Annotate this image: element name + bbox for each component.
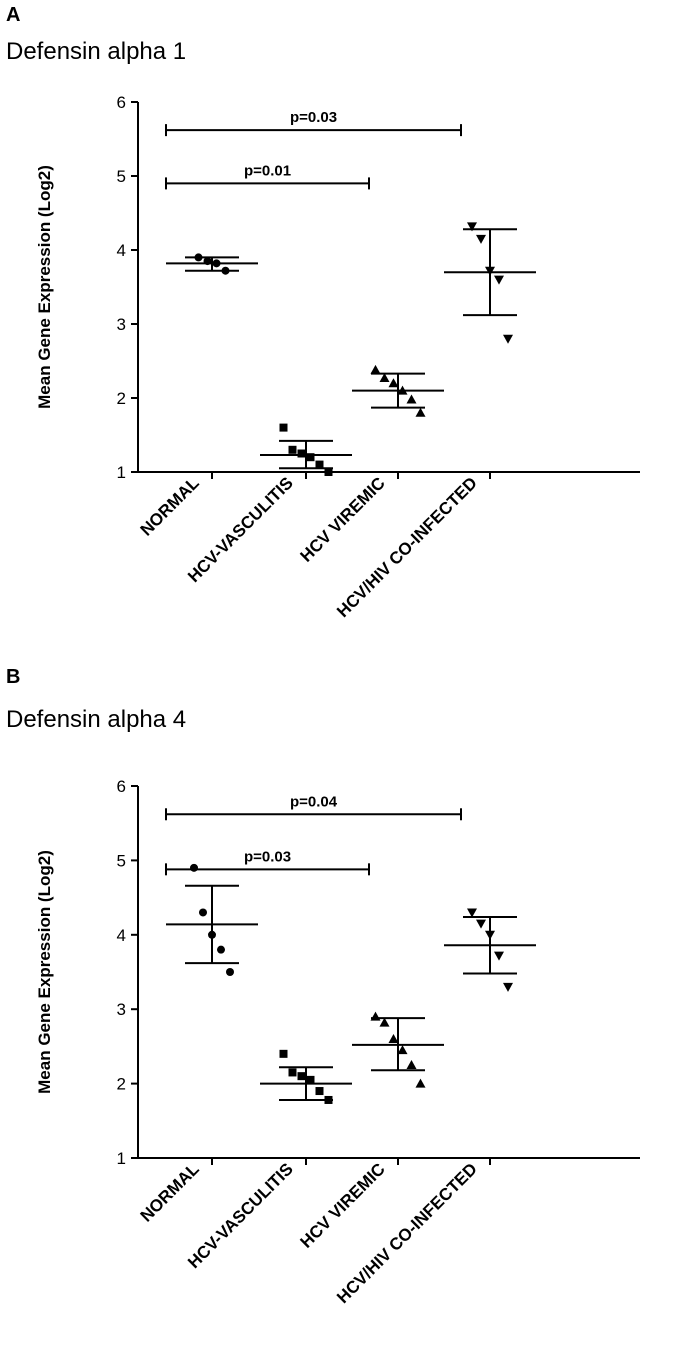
data-point [476,234,486,244]
y-tick-label: 3 [117,315,126,334]
y-axis-label: Mean Gene Expression (Log2) [35,850,54,1094]
data-point [388,378,399,388]
data-point [324,468,333,476]
data-point [199,908,207,917]
data-point [503,334,513,344]
significance-label: p=0.01 [244,162,291,179]
y-tick-label: 1 [117,463,126,482]
category-label: HCV-VASCULITIS [184,1159,297,1272]
panel-b-title: Defensin alpha 4 [6,706,187,733]
data-point [494,951,504,961]
data-point [279,1049,288,1058]
significance-label: p=0.03 [290,109,337,126]
panel-b-letter: B [6,666,21,688]
y-tick-label: 3 [117,1000,126,1019]
y-tick-label: 6 [117,93,126,112]
data-point [397,1045,408,1055]
y-tick-label: 6 [117,777,126,796]
category-label: HCV-VASCULITIS [184,473,297,586]
data-point [476,919,486,929]
y-axis-label: Mean Gene Expression (Log2) [35,165,54,409]
data-point [315,1087,324,1096]
data-point [406,394,417,404]
category-label: NORMAL [137,473,203,539]
data-point [279,423,288,432]
data-point [494,275,504,285]
category-label: NORMAL [137,1159,203,1225]
panel-a-letter: A [6,4,21,26]
data-point [370,364,381,374]
panel-a-title: Defensin alpha 1 [6,38,187,65]
data-point [217,945,225,954]
data-point [306,1075,315,1084]
data-point [315,460,324,469]
y-tick-label: 4 [117,926,126,945]
data-point [288,1068,297,1077]
y-tick-label: 2 [117,1075,126,1094]
data-point [297,449,306,458]
data-point [415,407,426,417]
category-label: HCV VIREMIC [297,1159,389,1251]
data-point [379,373,390,383]
category-label: HCV VIREMIC [297,473,389,565]
y-tick-label: 2 [117,389,126,408]
data-point [503,982,513,992]
y-tick-label: 4 [117,241,126,260]
data-point [415,1078,426,1088]
data-point [190,863,198,872]
significance-label: p=0.04 [290,793,338,810]
data-point [379,1017,390,1027]
data-point [467,222,477,232]
data-point [467,908,477,918]
data-point [306,453,315,462]
y-tick-label: 5 [117,851,126,870]
data-point [226,968,234,976]
data-point [388,1033,399,1043]
data-point [297,1072,306,1081]
data-point [370,1011,381,1021]
significance-label: p=0.03 [244,848,291,865]
y-tick-label: 1 [117,1149,126,1168]
data-point [288,445,297,454]
y-tick-label: 5 [117,167,126,186]
data-point [406,1060,417,1069]
